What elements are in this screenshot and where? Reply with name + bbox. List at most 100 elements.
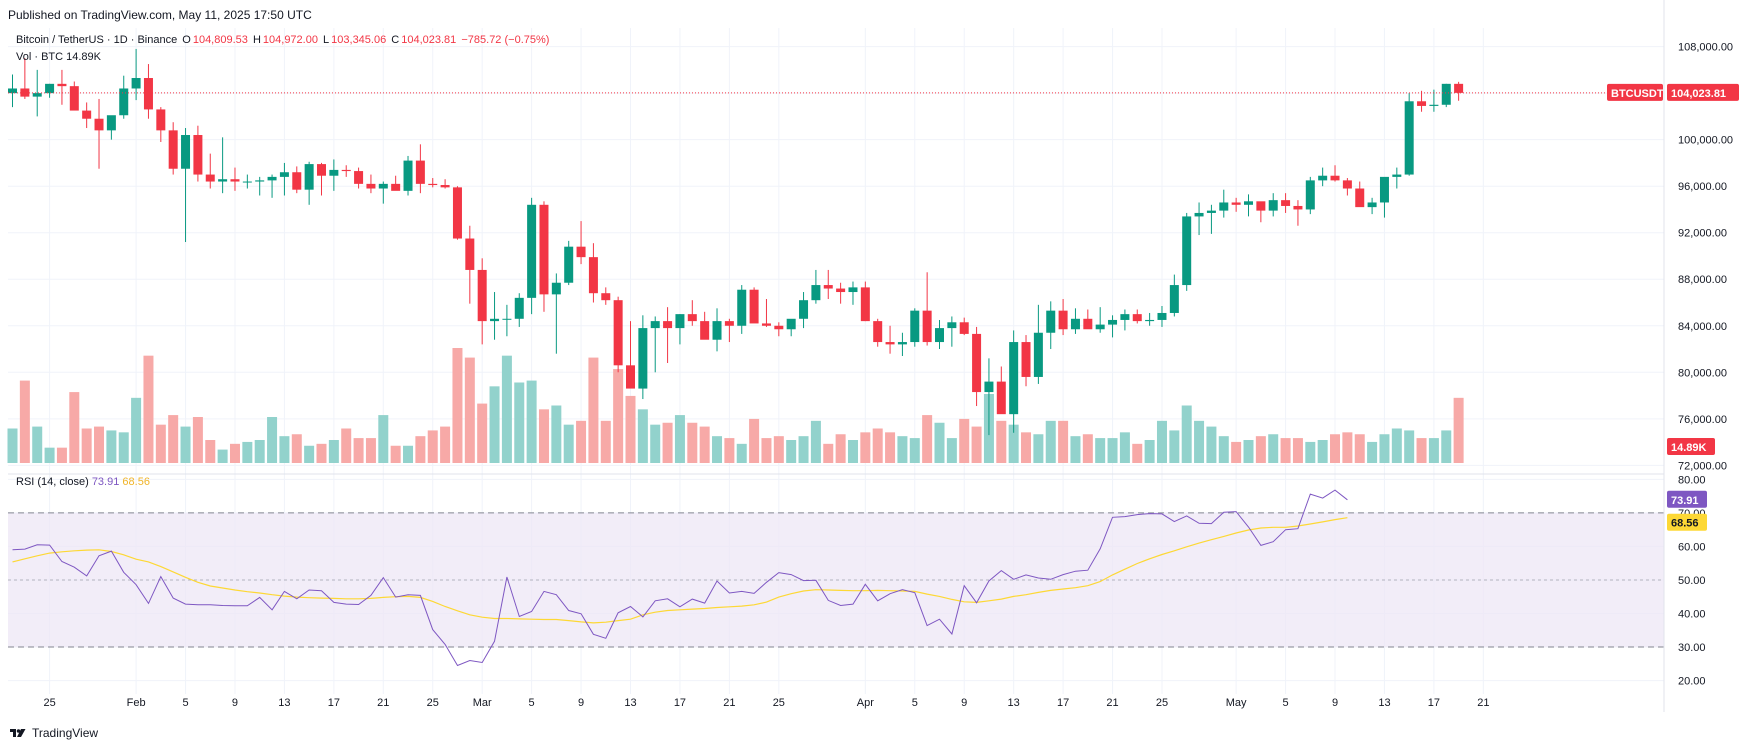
candle-body [1120, 314, 1130, 320]
price-tick-label: 76,000.00 [1678, 414, 1727, 426]
candle-body [972, 333, 982, 393]
candle-body [69, 86, 79, 111]
candle-body [922, 310, 932, 343]
candle-body [576, 246, 586, 258]
candle-body [32, 93, 42, 97]
time-tick-label: 13 [1378, 697, 1390, 709]
volume-bar [724, 438, 735, 463]
rsi-level-lines [8, 512, 1664, 648]
candle-body [1194, 212, 1204, 217]
rsi-tick-label: 40.00 [1678, 609, 1706, 621]
candle-body [403, 160, 413, 191]
volume-bar [551, 405, 562, 463]
legend-volume[interactable]: Vol · BTC 14.89K [16, 51, 101, 63]
volume-bar [1095, 438, 1106, 463]
candle-body [588, 257, 598, 294]
volume-bar [1169, 430, 1180, 463]
candle-body [255, 180, 265, 182]
symbol-title[interactable]: Bitcoin / TetherUS · 1D · Binance [16, 34, 178, 46]
volume-bar [1082, 434, 1093, 463]
volume-bar [242, 441, 253, 463]
time-tick-label: May [1226, 697, 1247, 709]
candle-body [20, 88, 30, 97]
volume-bar [155, 424, 166, 463]
candle-body [1182, 216, 1192, 286]
volume-bar [1107, 438, 1118, 463]
candle-body [1404, 101, 1414, 175]
change-value: −785.72 (−0.75%) [461, 34, 550, 46]
rsi-tick-label: 60.00 [1678, 541, 1706, 553]
volume-bar [316, 443, 327, 463]
volume-bar [637, 409, 648, 463]
candle-body [860, 287, 870, 322]
volume-value: 14.89K [66, 51, 102, 63]
candle-body [317, 164, 326, 176]
candle-body [527, 204, 537, 298]
volume-bar [662, 422, 673, 463]
volume-bar [489, 386, 500, 463]
volume-bar [279, 436, 290, 463]
candle-body [897, 342, 907, 345]
volume-bar [501, 355, 512, 463]
rsi-ma-value: 68.56 [122, 476, 150, 488]
volume-bar [118, 432, 129, 463]
rsi-line [12, 489, 1348, 667]
volume-bar [810, 420, 821, 463]
candle-body [885, 342, 895, 345]
volume-bar [217, 449, 228, 463]
volume-bar [1194, 420, 1205, 463]
candle-body [786, 318, 796, 330]
volume-bar [1070, 436, 1081, 463]
candle-body [1058, 310, 1068, 330]
volume-bar [1280, 438, 1291, 463]
candle-body [1095, 324, 1105, 330]
candle-body [1256, 201, 1266, 211]
time-tick-label: 21 [1477, 697, 1489, 709]
candle-body [304, 164, 314, 190]
candle-body [1169, 285, 1179, 313]
volume-bar [1008, 424, 1019, 463]
price-axis[interactable]: 108,000.00104,000.00100,000.0096,000.009… [1678, 42, 1733, 473]
candle-body [836, 288, 846, 293]
candle-body [1305, 180, 1315, 210]
footer-brand[interactable]: TradingView [10, 726, 98, 740]
candle-body [551, 282, 561, 295]
candle-body [490, 318, 500, 322]
volume-bar [996, 420, 1007, 463]
candle-body [341, 169, 351, 172]
candle-body [848, 287, 858, 293]
volume-bar [81, 428, 92, 463]
legend-main[interactable]: Bitcoin / TetherUS · 1D · Binance O 104,8… [16, 34, 551, 46]
volume-bar [860, 432, 871, 463]
candle-body [564, 246, 574, 283]
candle-body [1244, 201, 1253, 205]
legend-rsi[interactable]: RSI (14, close) 73.91 68.56 [16, 476, 150, 488]
price-tick-label: 92,000.00 [1678, 228, 1727, 240]
candle-body [94, 118, 104, 131]
candle-body [1367, 202, 1377, 208]
candle-body [638, 328, 648, 389]
candle-body [378, 183, 388, 189]
volume-bar [934, 422, 945, 463]
time-axis[interactable]: 25 Feb 5 9 13 17 21 25 Mar 5 9 13 17 21 25 Apr 5 9 13 17 21 2… [43, 697, 1489, 709]
candle-body [205, 174, 215, 182]
low-label: L [323, 34, 330, 46]
time-tick-label: 21 [377, 697, 389, 709]
candle-body [1157, 312, 1167, 320]
volume-bar [946, 438, 957, 463]
volume-bar [613, 369, 624, 463]
time-tick-label: 9 [232, 697, 238, 709]
candle-body [1429, 104, 1439, 106]
candle-body [613, 300, 623, 366]
volume-bar [699, 426, 710, 463]
footer-brand-text: TradingView [32, 726, 99, 740]
volume-bar [786, 440, 797, 463]
candle-body [119, 88, 129, 116]
volume-bar [440, 426, 451, 463]
candle-body [329, 169, 339, 176]
candle-body [1231, 202, 1241, 205]
time-tick-label: 9 [1332, 697, 1338, 709]
volume-bar [1218, 436, 1229, 463]
candle-body [799, 300, 809, 319]
volume-bar [1317, 440, 1328, 463]
